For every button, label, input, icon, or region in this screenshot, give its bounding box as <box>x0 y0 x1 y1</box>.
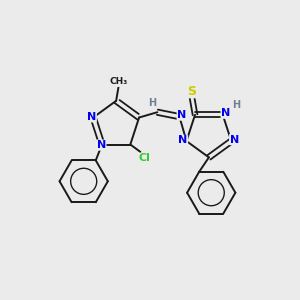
Text: N: N <box>97 140 106 150</box>
Text: N: N <box>221 108 230 118</box>
Text: N: N <box>177 110 186 120</box>
Text: N: N <box>230 135 239 145</box>
Text: CH₃: CH₃ <box>110 77 128 86</box>
Text: H: H <box>232 100 240 110</box>
Text: N: N <box>87 112 96 122</box>
Text: Cl: Cl <box>138 153 150 163</box>
Text: H: H <box>148 98 156 108</box>
Text: S: S <box>188 85 196 98</box>
Text: N: N <box>178 136 188 146</box>
